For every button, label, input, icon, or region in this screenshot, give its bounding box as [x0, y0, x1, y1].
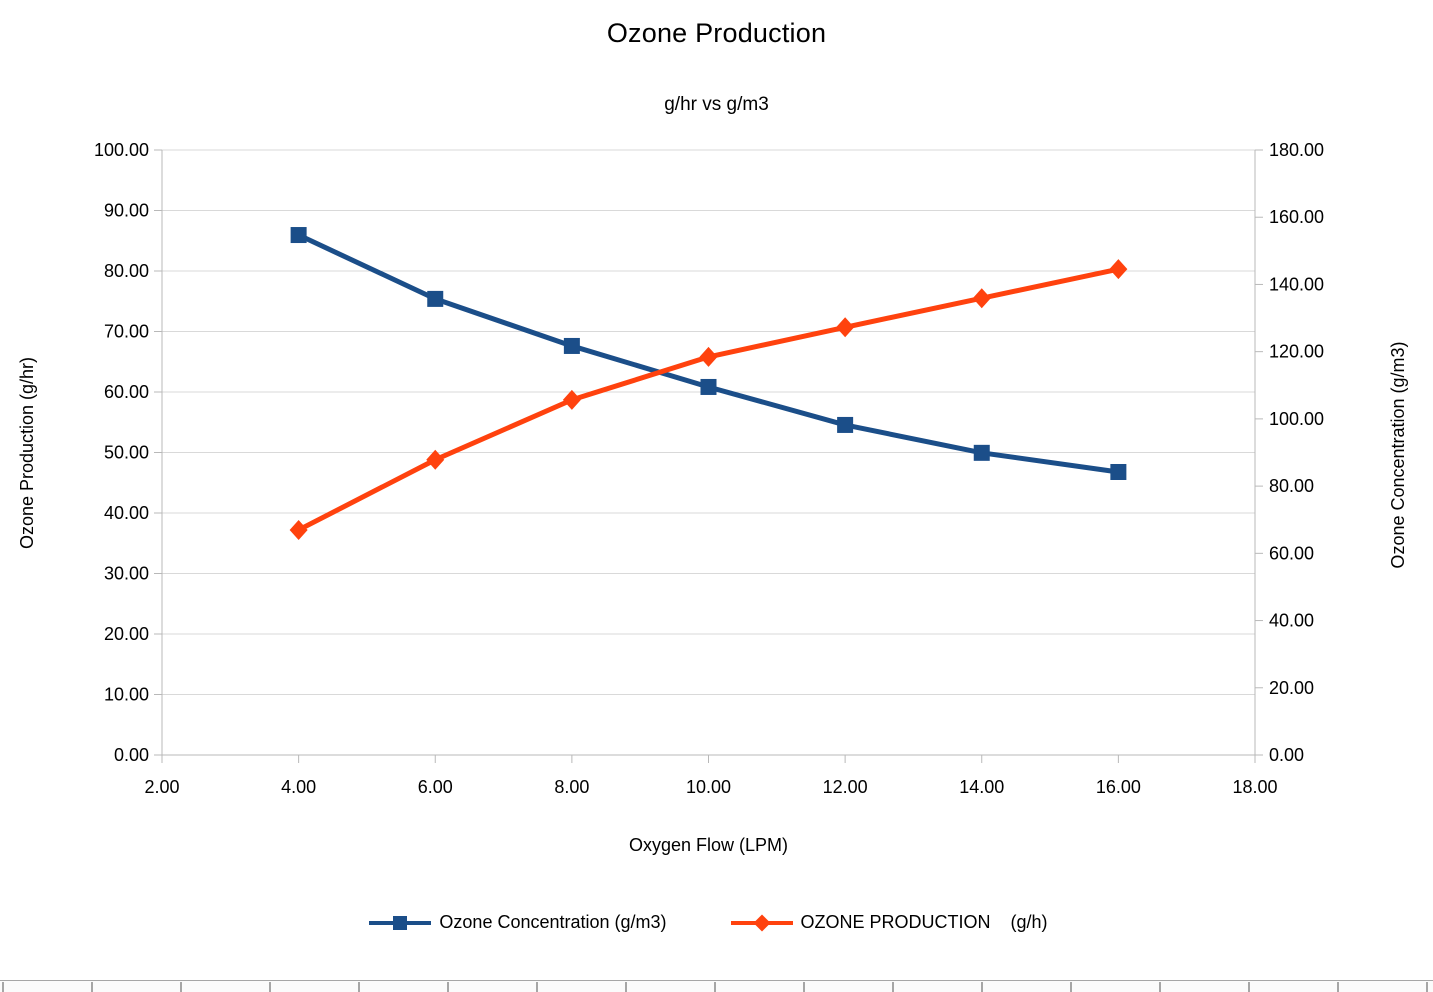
column-divider-tick: [1248, 982, 1250, 992]
legend-swatch-concentration: [369, 913, 432, 933]
chart-title: Ozone Production: [606, 18, 827, 48]
data-point-diamond: [699, 346, 718, 367]
data-point-diamond: [426, 449, 445, 470]
x-tick-label: 8.00: [554, 777, 589, 797]
y-right-tick-label: 160.00: [1269, 207, 1324, 227]
y-left-tick-label: 0.00: [114, 745, 149, 765]
legend-item-ozone-concentration: Ozone Concentration (g/m3): [369, 912, 667, 933]
data-point-diamond: [972, 288, 991, 309]
x-tick-label: 14.00: [959, 777, 1004, 797]
column-divider-tick: [892, 982, 894, 992]
x-tick-label: 6.00: [418, 777, 453, 797]
y-left-tick-label: 80.00: [104, 261, 149, 281]
legend-swatch-production: [730, 913, 793, 933]
y-left-tick-label: 100.00: [94, 140, 149, 160]
column-divider-tick: [91, 982, 93, 992]
y-right-tick-label: 0.00: [1269, 745, 1304, 765]
legend: Ozone Concentration (g/m3) OZONE PRODUCT…: [162, 912, 1255, 933]
x-tick-label: 18.00: [1232, 777, 1277, 797]
y-left-tick-label: 50.00: [104, 443, 149, 463]
legend-square-marker-icon: [393, 915, 408, 930]
y-left-tick-label: 90.00: [104, 201, 149, 221]
data-point-square: [290, 227, 307, 244]
data-point-square: [563, 337, 580, 354]
data-point-square: [837, 416, 854, 433]
spreadsheet-edge-strip: [0, 980, 1433, 992]
x-axis-title: Oxygen Flow (LPM): [628, 835, 789, 855]
x-tick-label: 10.00: [686, 777, 731, 797]
y-right-tick-label: 100.00: [1269, 409, 1324, 429]
data-point-square: [700, 378, 717, 395]
column-divider-tick: [2, 982, 4, 992]
chart-subtitle: g/hr vs g/m3: [664, 94, 769, 115]
y-right-tick-label: 140.00: [1269, 274, 1324, 294]
legend-diamond-marker-icon: [753, 914, 771, 931]
y-left-tick-label: 40.00: [104, 503, 149, 523]
y-right-tick-label: 60.00: [1269, 543, 1314, 563]
y-right-tick-label: 120.00: [1269, 342, 1324, 362]
y-axis-title-left: Ozone Production (g/hr): [17, 356, 37, 550]
y-right-tick-label: 20.00: [1269, 678, 1314, 698]
column-divider-tick: [180, 982, 182, 992]
y-right-tick-label: 180.00: [1269, 140, 1324, 160]
y-axis-title-right: Ozone Concentration (g/m3): [1388, 341, 1408, 569]
data-point-square: [427, 290, 444, 307]
y-left-tick-label: 10.00: [104, 685, 149, 705]
column-divider-tick: [1426, 982, 1428, 992]
x-tick-label: 16.00: [1096, 777, 1141, 797]
y-right-tick-label: 40.00: [1269, 611, 1314, 631]
column-divider-tick: [536, 982, 538, 992]
x-tick-label: 2.00: [144, 777, 179, 797]
legend-label-concentration: Ozone Concentration (g/m3): [439, 912, 667, 932]
plot-area: 0.00 10.00 20.00 30.00 40.00 50.00 60.00 70.00 8…: [94, 140, 1324, 797]
column-divider-tick: [803, 982, 805, 992]
x-tick-label: 12.00: [823, 777, 868, 797]
column-divider-tick: [981, 982, 983, 992]
y-left-tick-label: 30.00: [104, 564, 149, 584]
data-point-diamond: [562, 389, 581, 410]
column-divider-tick: [1159, 982, 1161, 992]
y-right-tick-label: 80.00: [1269, 476, 1314, 496]
data-point-diamond: [289, 519, 308, 540]
column-divider-tick: [1070, 982, 1072, 992]
data-point-diamond: [836, 317, 855, 338]
x-tick-label: 4.00: [281, 777, 316, 797]
data-point-square: [973, 444, 990, 461]
column-divider-tick: [269, 982, 271, 992]
column-divider-tick: [358, 982, 360, 992]
series-line-diamond: [296, 266, 1121, 533]
column-divider-tick: [714, 982, 716, 992]
column-divider-tick: [447, 982, 449, 992]
data-point-square: [1110, 463, 1127, 480]
data-point-diamond: [1109, 259, 1128, 280]
column-divider-tick: [1337, 982, 1339, 992]
legend-label-production: OZONE PRODUCTION (g/h): [800, 912, 1048, 932]
column-divider-tick: [625, 982, 627, 992]
y-left-tick-label: 60.00: [104, 382, 149, 402]
legend-item-ozone-production: OZONE PRODUCTION (g/h): [730, 912, 1048, 933]
y-left-tick-label: 70.00: [104, 322, 149, 342]
y-left-tick-label: 20.00: [104, 624, 149, 644]
